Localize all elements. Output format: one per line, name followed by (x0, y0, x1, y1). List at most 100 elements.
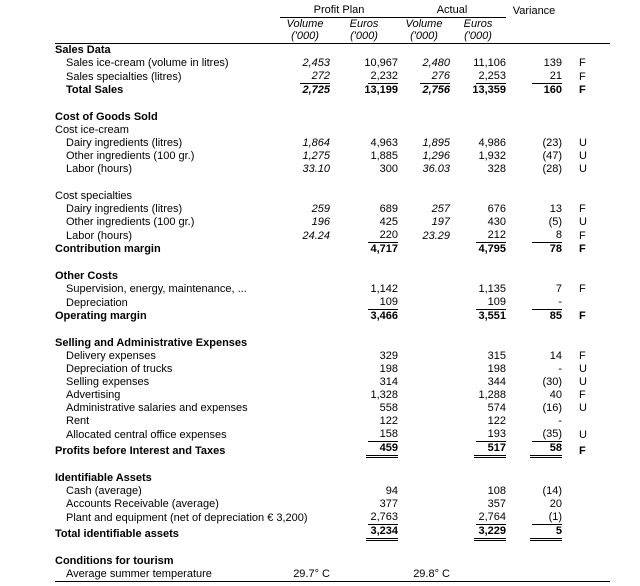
cell-variance: 13 (549, 203, 563, 215)
cell-variance: - (506, 296, 563, 310)
spacer-row (55, 97, 610, 111)
cell-plan-volume: 259 (311, 203, 330, 215)
row-label: Accounts Receivable (average) (66, 498, 219, 510)
cell-variance: (14) (542, 485, 563, 497)
cell-variance: (1) (506, 511, 563, 525)
cell-value: 2,764 (476, 511, 507, 525)
cell-value: 3,229 (474, 525, 507, 541)
cell-plan-euros: 377 (379, 498, 398, 510)
header-group-row: Profit Plan Actual Variance (55, 3, 610, 18)
cell-plan-euros (330, 190, 398, 203)
cell-value: 5 (530, 525, 563, 541)
cell-actual-volume (398, 270, 450, 283)
cell-actual-euros: 108 (487, 485, 507, 497)
cell-actual-euros: 109 (450, 296, 507, 310)
cell-variance: 21 (506, 70, 563, 84)
row-label: Administrative salaries and expenses (66, 402, 248, 414)
cell-actual-euros: 676 (487, 203, 507, 215)
line-item-row: Rent 122 122 - (55, 415, 610, 428)
column-label: Volume (286, 18, 324, 30)
cell-favorable-flag: F (579, 71, 586, 83)
cell-plan-euros: 220 (330, 229, 398, 243)
header-actual: Actual (398, 3, 507, 18)
cell-plan-volume: 2,453 (302, 57, 330, 69)
cell-favorable-flag (562, 44, 610, 58)
line-item-row: Supervision, energy, maintenance, ... 1,1… (55, 283, 610, 296)
column-unit: ('000) (291, 30, 319, 42)
cell-actual-euros: 122 (487, 415, 507, 427)
cell-actual-volume: 29.8° C (398, 568, 450, 582)
cell-value: 2,253 (476, 70, 507, 84)
cell-actual-volume (398, 363, 450, 376)
cell-favorable-flag (562, 555, 610, 568)
cell-plan-volume (280, 363, 330, 376)
cell-value: 21 (532, 70, 563, 84)
cell-value: 220 (368, 229, 398, 243)
cell-value: 212 (476, 229, 507, 243)
cell-actual-euros: 344 (487, 376, 507, 388)
cell-variance: (30) (542, 376, 563, 388)
cell-variance: (23) (542, 137, 563, 149)
cell-actual-volume (398, 190, 450, 203)
row-label: Labor (hours) (66, 163, 133, 175)
cell-plan-volume (280, 389, 330, 402)
cell-favorable-flag: U (579, 363, 587, 375)
cell-plan-euros: 689 (379, 203, 398, 215)
line-item-row: Dairy ingredients (litres) 1,864 4,963 1,89… (55, 137, 610, 150)
cell-plan-volume (280, 283, 330, 296)
cell-actual-euros: 517 (450, 442, 507, 458)
cell-actual-volume (398, 415, 450, 428)
cell-actual-euros: 1,135 (478, 283, 507, 295)
cell-plan-euros (330, 111, 398, 124)
cell-plan-euros (330, 568, 398, 582)
cell-plan-volume (280, 111, 330, 124)
spacer-row (55, 458, 610, 472)
cell-favorable-flag: U (579, 429, 587, 441)
cell-plan-volume (280, 270, 330, 283)
cell-plan-euros: 13,199 (364, 84, 398, 96)
cell-plan-euros: 10,967 (364, 57, 398, 69)
column-label: Euros (463, 18, 493, 30)
row-label: Supervision, energy, maintenance, ... (66, 283, 247, 295)
header-plan-euros: Euros ('000) (330, 17, 398, 44)
cell-favorable-flag: F (579, 389, 586, 401)
header-actual-euros: Euros ('000) (450, 17, 507, 44)
total-row: Total identifiable assets 3,234 3,229 5 (55, 525, 610, 541)
cell-favorable-flag (562, 337, 610, 350)
cell-value: (1) (532, 511, 563, 525)
cell-actual-euros: 3,551 (478, 310, 507, 322)
cell-favorable-flag: F (579, 57, 586, 69)
cell-favorable-flag: U (579, 137, 587, 149)
cell-value: 276 (420, 70, 450, 84)
row-label: Sales specialties (litres) (66, 71, 182, 83)
header-flag-spacer (562, 17, 611, 44)
cell-favorable-flag: U (579, 163, 587, 175)
cell-variance (506, 337, 562, 350)
section-header-row: Sales Data (55, 44, 610, 58)
cell-variance: - (558, 415, 563, 427)
cell-actual-volume (398, 498, 450, 511)
cell-variance: (28) (542, 163, 563, 175)
cell-value: 2,763 (368, 511, 398, 525)
column-label: Euros (349, 18, 379, 30)
row-label: Total identifiable assets (55, 528, 179, 540)
cell-actual-volume (398, 44, 450, 58)
section-header-row: Conditions for tourism (55, 555, 610, 568)
cell-plan-euros: 158 (330, 428, 398, 442)
cell-plan-euros: 1,328 (370, 389, 398, 401)
cell-actual-euros: 4,795 (478, 243, 507, 255)
header-columns-row: Volume ('000) Euros ('000) Volume ('000)… (55, 17, 611, 44)
column-unit: ('000) (350, 30, 378, 42)
cell-plan-volume (280, 442, 330, 458)
cell-actual-euros (450, 568, 507, 582)
row-label: Total Sales (66, 84, 124, 96)
cell-actual-volume (398, 389, 450, 402)
cell-actual-volume (398, 485, 450, 498)
line-item-row: Allocated central office expenses 158 193 (… (55, 428, 610, 442)
cell-favorable-flag (562, 415, 610, 428)
row-label: Cost specialties (55, 190, 133, 202)
spacer-row (55, 256, 610, 270)
cell-favorable-flag (562, 472, 610, 485)
spacer-cell (55, 323, 610, 337)
line-item-row: Depreciation 109 109 - (55, 296, 610, 310)
